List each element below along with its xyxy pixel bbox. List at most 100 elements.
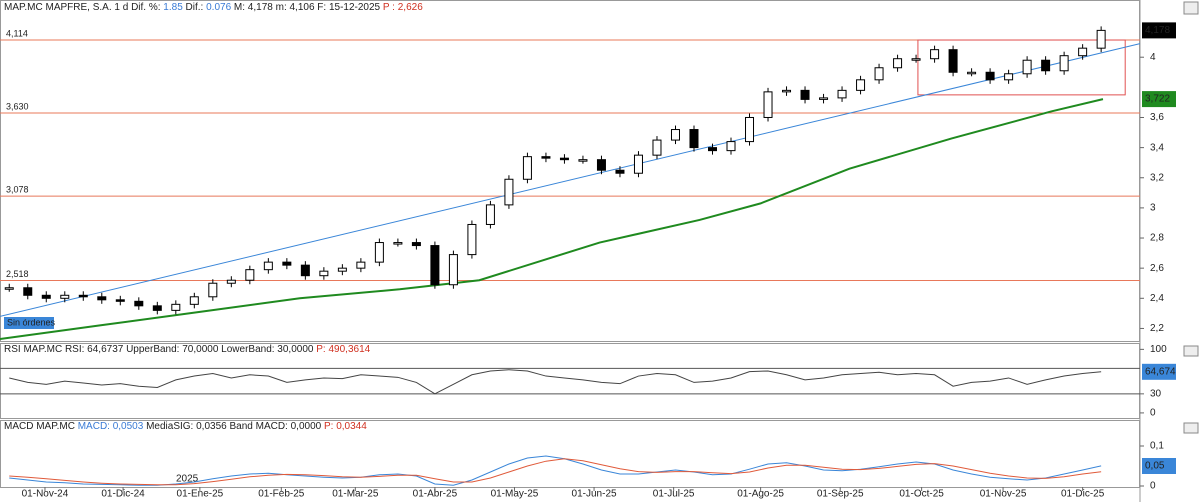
candle (874, 67, 884, 81)
text-part: MediaSIG: 0,0356 Band MACD: 0,0000 (143, 421, 324, 432)
panel-button[interactable] (1183, 1, 1199, 15)
candle (208, 282, 218, 298)
candle (578, 159, 588, 162)
candle (23, 287, 33, 296)
indicator-line (9, 369, 1102, 395)
level-label: 3,078 (6, 185, 29, 195)
candle (1022, 59, 1032, 75)
candle (948, 49, 958, 73)
y-tick-label: 4 (1150, 52, 1156, 63)
candle (374, 242, 384, 263)
text-part: MACD: 0,0503 (78, 421, 144, 432)
candle (633, 154, 643, 174)
candle (856, 79, 866, 91)
text-part: P: 0,0344 (324, 421, 367, 432)
value-box (1142, 91, 1176, 108)
candle (1096, 29, 1106, 49)
x-tick-label: 01-Ago-25 (737, 489, 784, 500)
text-part: P: 490,3614 (316, 344, 370, 355)
candle (763, 91, 773, 118)
trendline (0, 43, 1141, 317)
candle (1059, 55, 1069, 72)
y-tick-label: 3,4 (1150, 142, 1164, 153)
y-tick-label: 30 (1150, 388, 1162, 399)
candle (615, 169, 625, 174)
x-tick-label: 01-May-25 (491, 489, 539, 500)
candle (245, 269, 255, 281)
candle (300, 264, 310, 277)
value-box-label: 3,722 (1145, 94, 1170, 105)
y-tick-label: 2,6 (1150, 263, 1164, 274)
y-tick-label: 0,1 (1150, 441, 1164, 452)
panel-title: RSI MAP.MC RSI: 64,6737 UpperBand: 70,00… (4, 344, 371, 355)
candle (171, 303, 181, 311)
text-part: M: 4,178 m: 4,106 F: 15-12-2025 (231, 2, 383, 13)
candle (893, 58, 903, 69)
candle (152, 305, 162, 311)
candle (504, 178, 514, 206)
candle (485, 204, 495, 225)
candle (189, 296, 199, 305)
year-label: 2025 (176, 474, 199, 485)
text-part: P : 2,626 (383, 2, 423, 13)
candle (467, 223, 477, 256)
text-part: 0.076 (206, 2, 231, 13)
candle (985, 71, 995, 81)
candle (800, 89, 810, 100)
panel-title: MACD MAP.MC MACD: 0,0503 MediaSIG: 0,035… (4, 421, 367, 432)
text-part: RSI MAP.MC RSI: 64,6737 UpperBand: 70,00… (4, 344, 316, 355)
y-tick-label: 3,6 (1150, 112, 1164, 123)
candle (1004, 73, 1014, 81)
candle (541, 156, 551, 159)
y-tick-label: 2,2 (1150, 323, 1164, 334)
candle (522, 156, 532, 180)
value-box (1142, 458, 1176, 474)
y-tick-label: 3,2 (1150, 172, 1164, 183)
candle (319, 270, 329, 277)
y-tick-label: 2,8 (1150, 233, 1164, 244)
panel-button[interactable] (1183, 422, 1199, 434)
range-box (917, 39, 1126, 96)
candle (1041, 59, 1051, 72)
x-tick-label: 01-Oct-25 (899, 489, 944, 500)
candle (337, 267, 347, 272)
candle (782, 89, 792, 93)
candle (1078, 47, 1088, 57)
candle (4, 287, 14, 290)
y-tick-label: 2,4 (1150, 293, 1164, 304)
candle (689, 129, 699, 149)
x-tick-label: 01-Dic-24 (101, 489, 145, 500)
candle (134, 300, 144, 307)
value-box (1142, 363, 1176, 380)
x-tick-label: 01-Abr-25 (413, 489, 458, 500)
y-tick-label: 100 (1150, 344, 1167, 355)
level-label: 4,114 (6, 28, 28, 38)
level-label: 2,518 (6, 269, 29, 279)
candle (652, 139, 662, 156)
candle (559, 157, 569, 161)
header: MAP.MC MAPFRE, S.A. 1 d Dif. %: 1.85 Dif… (4, 2, 423, 13)
candle (596, 159, 606, 171)
candle (448, 254, 458, 286)
order-label: Sin órdenes (7, 317, 56, 327)
candle (726, 141, 736, 152)
candle (41, 294, 51, 299)
value-box-label: 4,178 (1145, 25, 1170, 36)
candle (837, 89, 847, 99)
x-tick-label: 01-Dic-25 (1061, 489, 1105, 500)
candle (115, 299, 125, 302)
x-tick-label: 01-Sep-25 (817, 489, 864, 500)
moving-average (0, 98, 1104, 340)
candle (78, 294, 88, 298)
candle (670, 129, 680, 141)
text-part: Dif.: (183, 2, 206, 13)
x-tick-label: 01-Jul-25 (653, 489, 695, 500)
panel-button[interactable] (1183, 345, 1199, 357)
candle (708, 147, 717, 152)
candle (911, 58, 921, 61)
y-tick-label: 0 (1150, 408, 1156, 419)
x-tick-label: 01-Ene-25 (177, 489, 224, 500)
candle (411, 242, 421, 247)
